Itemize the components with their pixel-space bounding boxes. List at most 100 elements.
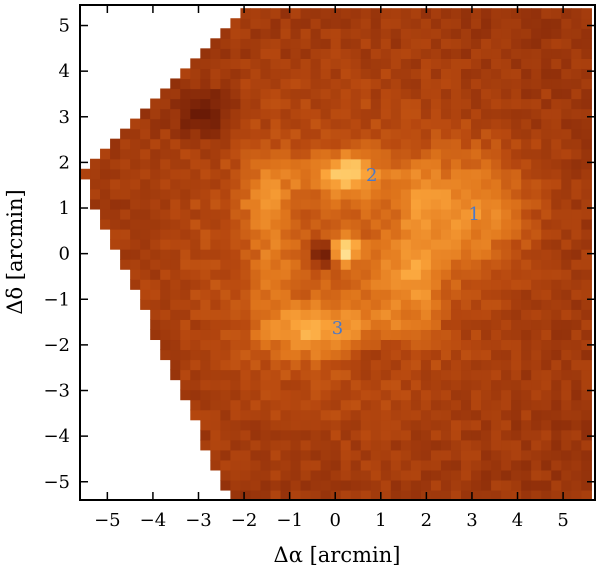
heatmap-cell <box>420 459 432 471</box>
heatmap-cell <box>260 188 272 200</box>
heatmap-cell <box>240 38 252 49</box>
heatmap-cell <box>220 409 231 421</box>
heatmap-cell <box>400 399 412 411</box>
heatmap-cell <box>220 229 231 240</box>
heatmap-cell <box>290 379 302 391</box>
heatmap-cell <box>270 479 282 491</box>
heatmap-cell <box>330 28 342 39</box>
heatmap-cell <box>370 229 382 240</box>
heatmap-cell <box>581 429 592 441</box>
heatmap-cell <box>320 339 332 351</box>
heatmap-cell <box>561 249 572 260</box>
heatmap-cell <box>541 58 552 70</box>
heatmap-cell <box>531 8 542 19</box>
heatmap-cell <box>310 329 322 341</box>
heatmap-cell <box>461 489 472 500</box>
heatmap-cell <box>370 108 382 120</box>
heatmap-cell <box>200 158 211 170</box>
heatmap-cell <box>390 158 402 170</box>
heatmap-cell <box>450 399 462 411</box>
heatmap-cell <box>320 329 332 341</box>
heatmap-cell <box>400 319 412 330</box>
heatmap-cell <box>320 198 332 210</box>
heatmap-cell <box>581 198 592 210</box>
heatmap-cell <box>140 249 151 260</box>
heatmap-cell <box>240 118 252 130</box>
heatmap-cell <box>581 459 592 471</box>
heatmap-cell <box>250 38 262 49</box>
heatmap-cell <box>320 459 332 471</box>
heatmap-cell <box>521 339 532 351</box>
heatmap-cell <box>330 18 342 29</box>
heatmap-cell <box>190 289 201 300</box>
heatmap-cell <box>420 208 432 220</box>
heatmap-cell <box>200 98 211 110</box>
heatmap-cell <box>551 188 562 200</box>
heatmap-cell <box>571 379 582 391</box>
heatmap-cell <box>551 279 562 290</box>
y-tick-label: 0 <box>59 244 70 265</box>
heatmap-cell <box>551 449 562 461</box>
heatmap-cell <box>440 329 452 341</box>
heatmap-cell <box>300 309 312 320</box>
heatmap-cell <box>350 68 362 80</box>
heatmap-cell <box>170 188 181 200</box>
heatmap-cell <box>290 249 302 260</box>
heatmap-cell <box>430 229 442 240</box>
heatmap-cell <box>100 198 111 210</box>
heatmap-cell <box>410 8 422 19</box>
heatmap-cell <box>330 58 342 70</box>
heatmap-cell <box>450 118 462 130</box>
heatmap-cell <box>210 168 221 180</box>
heatmap-cell <box>180 168 191 180</box>
heatmap-cell <box>481 88 492 100</box>
heatmap-cell <box>511 218 522 230</box>
heatmap-cell <box>250 379 262 391</box>
heatmap-cell <box>130 259 141 270</box>
heatmap-cell <box>240 459 252 471</box>
heatmap-cell <box>450 198 462 210</box>
heatmap-cell <box>450 58 462 70</box>
heatmap-cell <box>320 38 332 49</box>
heatmap-cell <box>370 249 382 260</box>
heatmap-cell <box>160 158 171 170</box>
heatmap-cell <box>260 218 272 230</box>
heatmap-cell <box>310 379 322 391</box>
heatmap-cell <box>471 459 482 471</box>
heatmap-cell <box>450 339 462 351</box>
heatmap-cell <box>150 148 161 160</box>
heatmap-cell <box>410 98 422 110</box>
heatmap-cell <box>320 429 332 441</box>
heatmap-cell <box>150 299 161 310</box>
heatmap-cell <box>461 299 472 310</box>
heatmap-cell <box>260 279 272 290</box>
heatmap-cell <box>320 319 332 330</box>
heatmap-cell <box>350 108 362 120</box>
heatmap-cell <box>170 88 181 100</box>
heatmap-cell <box>220 128 231 140</box>
heatmap-cell <box>501 118 512 130</box>
heatmap-cell <box>370 58 382 70</box>
heatmap-cell <box>280 148 292 160</box>
heatmap-cell <box>571 349 582 361</box>
heatmap-cell <box>541 319 552 330</box>
heatmap-cell <box>240 369 252 381</box>
heatmap-cell <box>230 269 242 280</box>
heatmap-cell <box>561 168 572 180</box>
heatmap-cell <box>561 399 572 411</box>
heatmap-cell <box>180 359 191 371</box>
heatmap-cell <box>491 429 502 441</box>
heatmap-cell <box>521 349 532 361</box>
heatmap-cell <box>160 339 171 351</box>
heatmap-cell <box>410 409 422 421</box>
heatmap-cell <box>430 98 442 110</box>
heatmap-cell <box>420 289 432 300</box>
heatmap-cell <box>230 198 242 210</box>
heatmap-cell <box>260 118 272 130</box>
heatmap-cell <box>160 218 171 230</box>
heatmap-cell <box>581 148 592 160</box>
heatmap-cell <box>430 459 442 471</box>
heatmap-cell <box>531 28 542 39</box>
heatmap-cell <box>461 459 472 471</box>
heatmap-cell <box>250 78 262 90</box>
